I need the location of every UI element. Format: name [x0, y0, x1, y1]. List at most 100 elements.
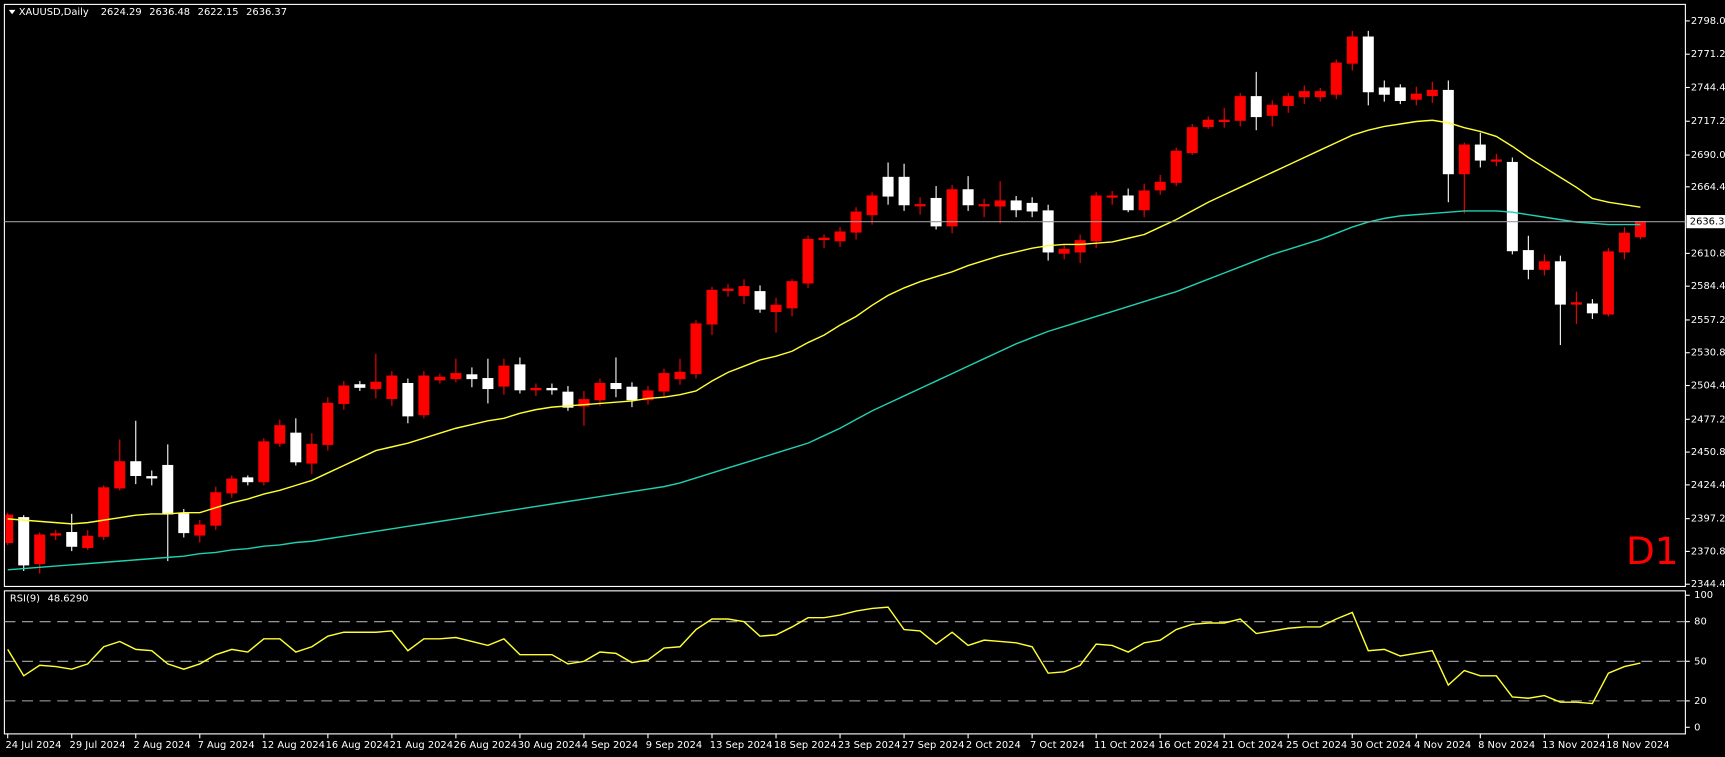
y-tick-label: 2744.40 — [1691, 82, 1725, 93]
x-tick-label: 13 Nov 2024 — [1542, 740, 1605, 751]
candle-body — [306, 443, 318, 464]
candle-body — [674, 371, 686, 380]
candle-body — [258, 441, 270, 483]
candle-body — [418, 375, 430, 416]
x-tick-label: 12 Aug 2024 — [262, 740, 325, 751]
candle-body — [146, 476, 158, 479]
x-tick-label: 16 Oct 2024 — [1158, 740, 1219, 751]
candle-body — [1058, 248, 1070, 254]
menu-triangle[interactable] — [8, 9, 16, 15]
candle-body — [1458, 144, 1470, 175]
x-tick-label: 25 Oct 2024 — [1286, 740, 1347, 751]
x-tick-label: 4 Sep 2024 — [582, 740, 638, 751]
close-value: 2636.37 — [246, 7, 287, 18]
x-tick-label: 30 Oct 2024 — [1350, 740, 1411, 751]
candle-body — [162, 464, 174, 515]
candle-body — [610, 382, 622, 390]
x-tick-label: 8 Nov 2024 — [1478, 740, 1535, 751]
candle-body — [1170, 150, 1182, 183]
candle-body — [1074, 240, 1086, 253]
y-tick-label: 2717.20 — [1691, 116, 1725, 127]
candle-body — [706, 289, 718, 325]
candle-body — [1266, 104, 1278, 116]
y-tick-label: 50 — [1694, 656, 1707, 667]
candle-body — [1154, 181, 1166, 191]
y-tick-label: 2798.00 — [1691, 16, 1725, 27]
y-tick-label: 2477.20 — [1691, 414, 1725, 425]
y-tick-label: 2370.80 — [1691, 546, 1725, 557]
candle-body — [1522, 250, 1534, 270]
candle-body — [930, 197, 942, 227]
y-tick-label: 80 — [1694, 617, 1707, 628]
candle-body — [114, 461, 126, 489]
candle-body — [1410, 93, 1422, 100]
candle-body — [274, 425, 286, 444]
y-tick-label: 2664.40 — [1691, 182, 1725, 193]
candle-body — [1186, 127, 1198, 154]
candle-body — [1362, 36, 1374, 93]
candle-body — [450, 373, 462, 380]
timeframe-label: D1 — [1626, 529, 1679, 573]
rsi-header: RSI(9) 48.6290 — [10, 594, 89, 605]
candle-body — [98, 487, 110, 537]
rsi-last-value: 48.6290 — [48, 594, 89, 605]
candle-body — [882, 176, 894, 197]
x-tick-label: 24 Jul 2024 — [6, 740, 62, 751]
x-tick-label: 18 Nov 2024 — [1606, 740, 1669, 751]
candle-body — [1442, 89, 1454, 175]
candle-body — [34, 534, 46, 565]
candle-body — [370, 381, 382, 390]
y-tick-label: 2397.20 — [1691, 514, 1725, 525]
candle-body — [1010, 200, 1022, 211]
moving-average-line — [7, 119, 1641, 525]
x-tick-label: 27 Sep 2024 — [902, 740, 965, 751]
price-label-box — [1686, 215, 1725, 229]
price-label: 2636.37 — [1690, 217, 1725, 228]
candle-body — [1426, 89, 1438, 96]
rsi-line — [7, 606, 1641, 705]
candle-body — [562, 391, 574, 408]
candle-body — [1618, 232, 1630, 253]
candle-body — [530, 387, 542, 391]
candle-body — [1602, 251, 1614, 315]
candle-body — [1506, 161, 1518, 252]
candle-body — [178, 513, 190, 534]
candle-body — [1250, 96, 1262, 118]
x-tick-label: 7 Aug 2024 — [198, 740, 255, 751]
candle-body — [1202, 119, 1214, 128]
candle-body — [466, 374, 478, 380]
candle-body — [434, 376, 446, 381]
y-tick-label: 2424.40 — [1691, 480, 1725, 491]
candle-body — [1234, 96, 1246, 121]
x-tick-label: 23 Sep 2024 — [838, 740, 901, 751]
candle-body — [946, 189, 958, 227]
candle-body — [1042, 210, 1054, 253]
x-tick-label: 2 Oct 2024 — [966, 740, 1021, 751]
x-tick-label: 7 Oct 2024 — [1030, 740, 1085, 751]
candle-body — [866, 195, 878, 216]
candle-body — [722, 288, 734, 291]
y-tick-label: 2771.20 — [1691, 49, 1725, 60]
candle-body — [5, 514, 14, 544]
candle-body — [1346, 36, 1358, 64]
candle-body — [322, 402, 334, 445]
high-value: 2636.48 — [149, 7, 190, 18]
candle-body — [1122, 195, 1134, 211]
candle-body — [226, 478, 238, 494]
candle-body — [834, 231, 846, 242]
candle-body — [402, 382, 414, 417]
candle-body — [690, 323, 702, 375]
candle-body — [1298, 91, 1310, 98]
candle-body — [66, 532, 78, 547]
candle-body — [738, 286, 750, 296]
candle-body — [242, 477, 254, 483]
low-value: 2622.15 — [198, 7, 239, 18]
candle-body — [898, 176, 910, 206]
chart-header: XAUUSD,Daily 2624.29 2636.48 2622.15 263… — [19, 7, 287, 18]
y-tick-label: 2690.00 — [1691, 150, 1725, 161]
y-tick-label: 2530.80 — [1691, 348, 1725, 359]
main-panel-frame — [3, 3, 1686, 588]
